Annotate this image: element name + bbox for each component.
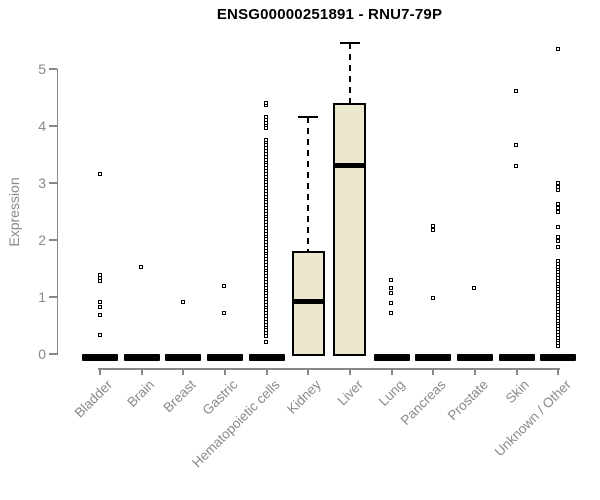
box-rect xyxy=(291,251,325,357)
y-tick-label: 4 xyxy=(38,117,46,134)
outlier-point xyxy=(264,339,269,344)
x-tick-label: Skin xyxy=(503,377,533,407)
outlier-point xyxy=(555,181,560,186)
x-tick-label: Lung xyxy=(375,377,408,409)
outlier-point xyxy=(514,143,519,148)
outlier-point xyxy=(97,304,102,309)
collapsed-box-bar xyxy=(82,353,118,361)
outlier-point xyxy=(472,285,477,290)
outlier-point xyxy=(264,114,269,119)
outlier-point xyxy=(389,291,394,296)
whisker-line xyxy=(307,117,310,252)
outlier-point xyxy=(389,311,394,316)
outlier-point xyxy=(222,283,227,288)
outlier-point xyxy=(555,184,560,189)
outlier-point xyxy=(222,310,227,315)
x-axis-tick xyxy=(140,368,143,375)
x-tick-label: Bladder xyxy=(72,377,116,421)
collapsed-box-bar xyxy=(206,353,243,361)
y-axis-tick xyxy=(49,295,57,298)
y-axis-tick xyxy=(49,68,57,70)
outlier-point xyxy=(555,234,560,239)
y-tick-label: 5 xyxy=(38,61,46,77)
x-tick-label: Breast xyxy=(160,377,199,416)
x-axis-tick xyxy=(348,368,351,375)
outlier-point xyxy=(514,164,519,169)
y-axis-tick xyxy=(49,181,57,184)
y-tick-label: 1 xyxy=(38,288,46,305)
y-axis-tick xyxy=(49,124,57,127)
outlier-point xyxy=(97,171,102,176)
x-axis-tick xyxy=(473,368,476,375)
x-axis-tick xyxy=(557,368,560,375)
outlier-point xyxy=(97,312,102,317)
x-tick-label: Gastric xyxy=(199,377,241,418)
outlier-point xyxy=(555,46,560,51)
median-line xyxy=(333,163,367,169)
x-axis-tick xyxy=(182,368,185,375)
x-tick-label: Prostate xyxy=(444,377,491,424)
box-rect xyxy=(333,103,367,357)
whisker-cap xyxy=(298,116,319,119)
x-axis-tick xyxy=(307,368,310,375)
y-axis-line xyxy=(56,69,58,355)
outlier-point xyxy=(97,332,102,337)
outlier-point xyxy=(264,137,269,142)
x-axis-tick xyxy=(390,368,393,375)
outlier-point xyxy=(555,205,560,210)
x-axis-tick xyxy=(265,368,268,375)
outlier-point xyxy=(555,201,560,206)
outlier-point xyxy=(389,278,394,283)
x-tick-label: Unknown / Other xyxy=(491,377,574,460)
collapsed-box-bar xyxy=(415,353,452,361)
outlier-point xyxy=(389,286,394,291)
collapsed-box-bar xyxy=(540,353,577,361)
outlier-point xyxy=(389,300,394,305)
x-tick-label: Kidney xyxy=(284,377,324,417)
median-line xyxy=(291,298,325,304)
outlier-point xyxy=(555,188,560,193)
x-axis-tick xyxy=(223,368,226,375)
outlier-point xyxy=(555,244,560,249)
outlier-point xyxy=(264,100,269,105)
x-axis-tick xyxy=(515,368,518,375)
y-axis-tick xyxy=(49,352,57,355)
outlier-point xyxy=(555,258,560,263)
x-tick-label: Brain xyxy=(124,377,158,410)
whisker-line xyxy=(348,43,351,104)
collapsed-box-bar xyxy=(498,353,535,361)
outlier-point xyxy=(139,264,144,269)
collapsed-box-bar xyxy=(165,353,202,361)
y-axis-tick xyxy=(49,238,57,241)
whisker-cap xyxy=(339,42,360,45)
y-tick-label: 0 xyxy=(38,345,46,362)
outlier-point xyxy=(97,299,102,304)
collapsed-box-bar xyxy=(248,353,285,361)
outlier-point xyxy=(430,227,435,232)
x-axis-tick xyxy=(99,368,101,375)
collapsed-box-bar xyxy=(123,353,160,361)
outlier-point xyxy=(555,239,560,244)
y-tick-label: 2 xyxy=(38,231,46,248)
outlier-point xyxy=(180,299,185,304)
y-tick-label: 3 xyxy=(38,174,46,191)
x-tick-label: Liver xyxy=(334,377,366,409)
x-axis-tick xyxy=(432,368,435,375)
outlier-point xyxy=(430,295,435,300)
collapsed-box-bar xyxy=(456,353,493,361)
outlier-point xyxy=(555,225,560,230)
outlier-point xyxy=(555,209,560,214)
outlier-point xyxy=(97,278,102,283)
outlier-point xyxy=(514,89,519,94)
x-axis-line xyxy=(98,368,561,370)
chart-title: ENSG00000251891 - RNU7-79P xyxy=(216,6,443,23)
collapsed-box-bar xyxy=(373,353,410,361)
